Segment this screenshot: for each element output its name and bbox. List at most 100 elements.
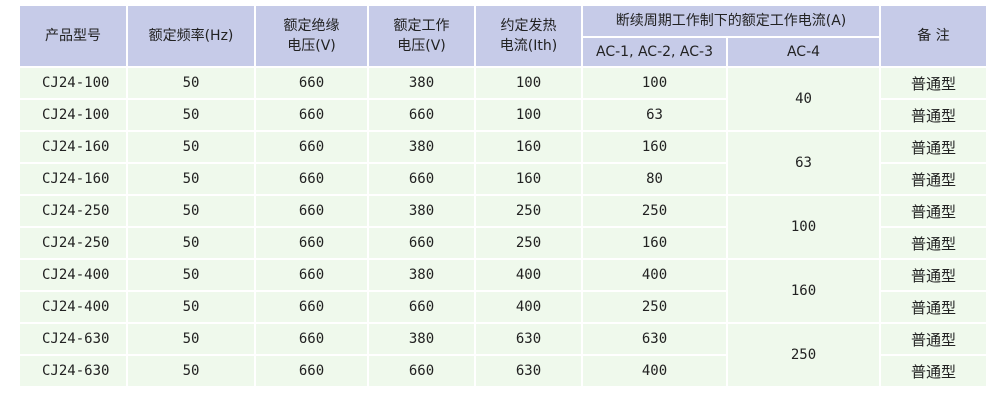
cell-work: 660 — [367, 290, 476, 324]
cell-note: 普通型 — [879, 226, 989, 260]
cell-note: 普通型 — [879, 258, 989, 292]
cell-insul: 660 — [254, 98, 369, 132]
cell-note: 普通型 — [879, 130, 989, 164]
header-ac4: AC-4 — [725, 36, 882, 68]
cell-ac123: 160 — [581, 226, 728, 260]
spec-table: 产品型号 额定频率(Hz) 额定绝缘 电压(V) 额定工作 电压(V) 约定发热 电流… — [18, 4, 989, 388]
header-thermal-current: 约定发热电流(Ith) — [474, 4, 583, 68]
cell-ith: 630 — [474, 322, 583, 356]
cell-note: 普通型 — [879, 194, 989, 228]
cell-ac123: 100 — [581, 66, 728, 100]
cell-insul: 660 — [254, 162, 369, 196]
cell-model: CJ24-160 — [18, 130, 128, 164]
header-frequency: 额定频率(Hz) — [126, 4, 256, 68]
cell-freq: 50 — [126, 258, 256, 292]
cell-freq: 50 — [126, 98, 256, 132]
cell-work: 380 — [367, 194, 476, 228]
cell-model: CJ24-250 — [18, 194, 128, 228]
table-row: CJ24-160 50 660 660 160 80 普通型 — [18, 162, 989, 196]
header-line: 电压(V) — [287, 38, 336, 54]
cell-ac4: 40 — [725, 66, 882, 132]
cell-model: CJ24-400 — [18, 258, 128, 292]
cell-ith: 160 — [474, 130, 583, 164]
cell-ac123: 400 — [581, 354, 728, 388]
cell-work: 660 — [367, 162, 476, 196]
table-row: CJ24-630 50 660 660 630 400 普通型 — [18, 354, 989, 388]
cell-model: CJ24-630 — [18, 354, 128, 388]
header-line: 额定工作 — [393, 18, 450, 34]
cell-ac123: 63 — [581, 98, 728, 132]
cell-model: CJ24-100 — [18, 66, 128, 100]
cell-ith: 160 — [474, 162, 583, 196]
header-line: 约定发热 — [500, 18, 557, 34]
cell-note: 普通型 — [879, 322, 989, 356]
cell-model: CJ24-100 — [18, 98, 128, 132]
header-line: 电压(V) — [397, 38, 446, 54]
table-row: CJ24-160 50 660 380 160 160 63 普通型 — [18, 130, 989, 196]
cell-work: 380 — [367, 258, 476, 292]
cell-work: 660 — [367, 226, 476, 260]
table-row: CJ24-250 50 660 380 250 250 100 普通型 — [18, 194, 989, 260]
cell-work: 380 — [367, 322, 476, 356]
cell-ac123: 250 — [581, 290, 728, 324]
cell-insul: 660 — [254, 258, 369, 292]
cell-ac4: 250 — [725, 322, 882, 388]
cell-ac123: 630 — [581, 322, 728, 356]
header-line: 额定绝缘 — [283, 18, 340, 34]
cell-model: CJ24-250 — [18, 226, 128, 260]
cell-work: 380 — [367, 130, 476, 164]
cell-insul: 660 — [254, 226, 369, 260]
table-row: CJ24-100 50 660 660 100 63 普通型 — [18, 98, 989, 132]
cell-ith: 100 — [474, 98, 583, 132]
cell-ith: 250 — [474, 226, 583, 260]
cell-insul: 660 — [254, 290, 369, 324]
cell-ac4: 100 — [725, 194, 882, 260]
cell-model: CJ24-400 — [18, 290, 128, 324]
cell-ith: 100 — [474, 66, 583, 100]
cell-ith: 400 — [474, 290, 583, 324]
cell-freq: 50 — [126, 66, 256, 100]
cell-freq: 50 — [126, 354, 256, 388]
cell-freq: 50 — [126, 226, 256, 260]
cell-insul: 660 — [254, 354, 369, 388]
header-line: 电流(Ith) — [499, 38, 558, 54]
header-note: 备 注 — [879, 4, 989, 68]
cell-ac4: 160 — [725, 258, 882, 324]
cell-ith: 250 — [474, 194, 583, 228]
cell-ac4: 63 — [725, 130, 882, 196]
cell-work: 380 — [367, 66, 476, 100]
table-row: CJ24-400 50 660 380 400 400 160 普通型 — [18, 258, 989, 324]
header-ac123: AC-1, AC-2, AC-3 — [581, 36, 728, 68]
table-row: CJ24-400 50 660 660 400 250 普通型 — [18, 290, 989, 324]
cell-ac123: 80 — [581, 162, 728, 196]
cell-work: 660 — [367, 354, 476, 388]
header-insulation-voltage: 额定绝缘电压(V) — [254, 4, 369, 68]
table-row: CJ24-100 50 660 380 100 100 40 普通型 — [18, 66, 989, 132]
cell-ac123: 400 — [581, 258, 728, 292]
cell-ac123: 250 — [581, 194, 728, 228]
cell-ith: 630 — [474, 354, 583, 388]
cell-ith: 400 — [474, 258, 583, 292]
cell-freq: 50 — [126, 130, 256, 164]
cell-note: 普通型 — [879, 354, 989, 388]
cell-freq: 50 — [126, 322, 256, 356]
cell-note: 普通型 — [879, 290, 989, 324]
cell-insul: 660 — [254, 194, 369, 228]
header-intermittent-current: 断续周期工作制下的额定工作电流(A) — [580, 4, 882, 38]
cell-insul: 660 — [254, 66, 369, 100]
cell-note: 普通型 — [879, 98, 989, 132]
cell-insul: 660 — [254, 322, 369, 356]
cell-freq: 50 — [126, 290, 256, 324]
cell-freq: 50 — [126, 162, 256, 196]
cell-note: 普通型 — [879, 66, 989, 100]
cell-insul: 660 — [254, 130, 369, 164]
cell-model: CJ24-630 — [18, 322, 128, 356]
header-working-voltage: 额定工作电压(V) — [367, 4, 476, 68]
cell-freq: 50 — [126, 194, 256, 228]
cell-ac123: 160 — [581, 130, 728, 164]
cell-work: 660 — [367, 98, 476, 132]
table-row: CJ24-250 50 660 660 250 160 普通型 — [18, 226, 989, 260]
cell-note: 普通型 — [879, 162, 989, 196]
table-row: CJ24-630 50 660 380 630 630 250 普通型 — [18, 322, 989, 388]
cell-model: CJ24-160 — [18, 162, 128, 196]
